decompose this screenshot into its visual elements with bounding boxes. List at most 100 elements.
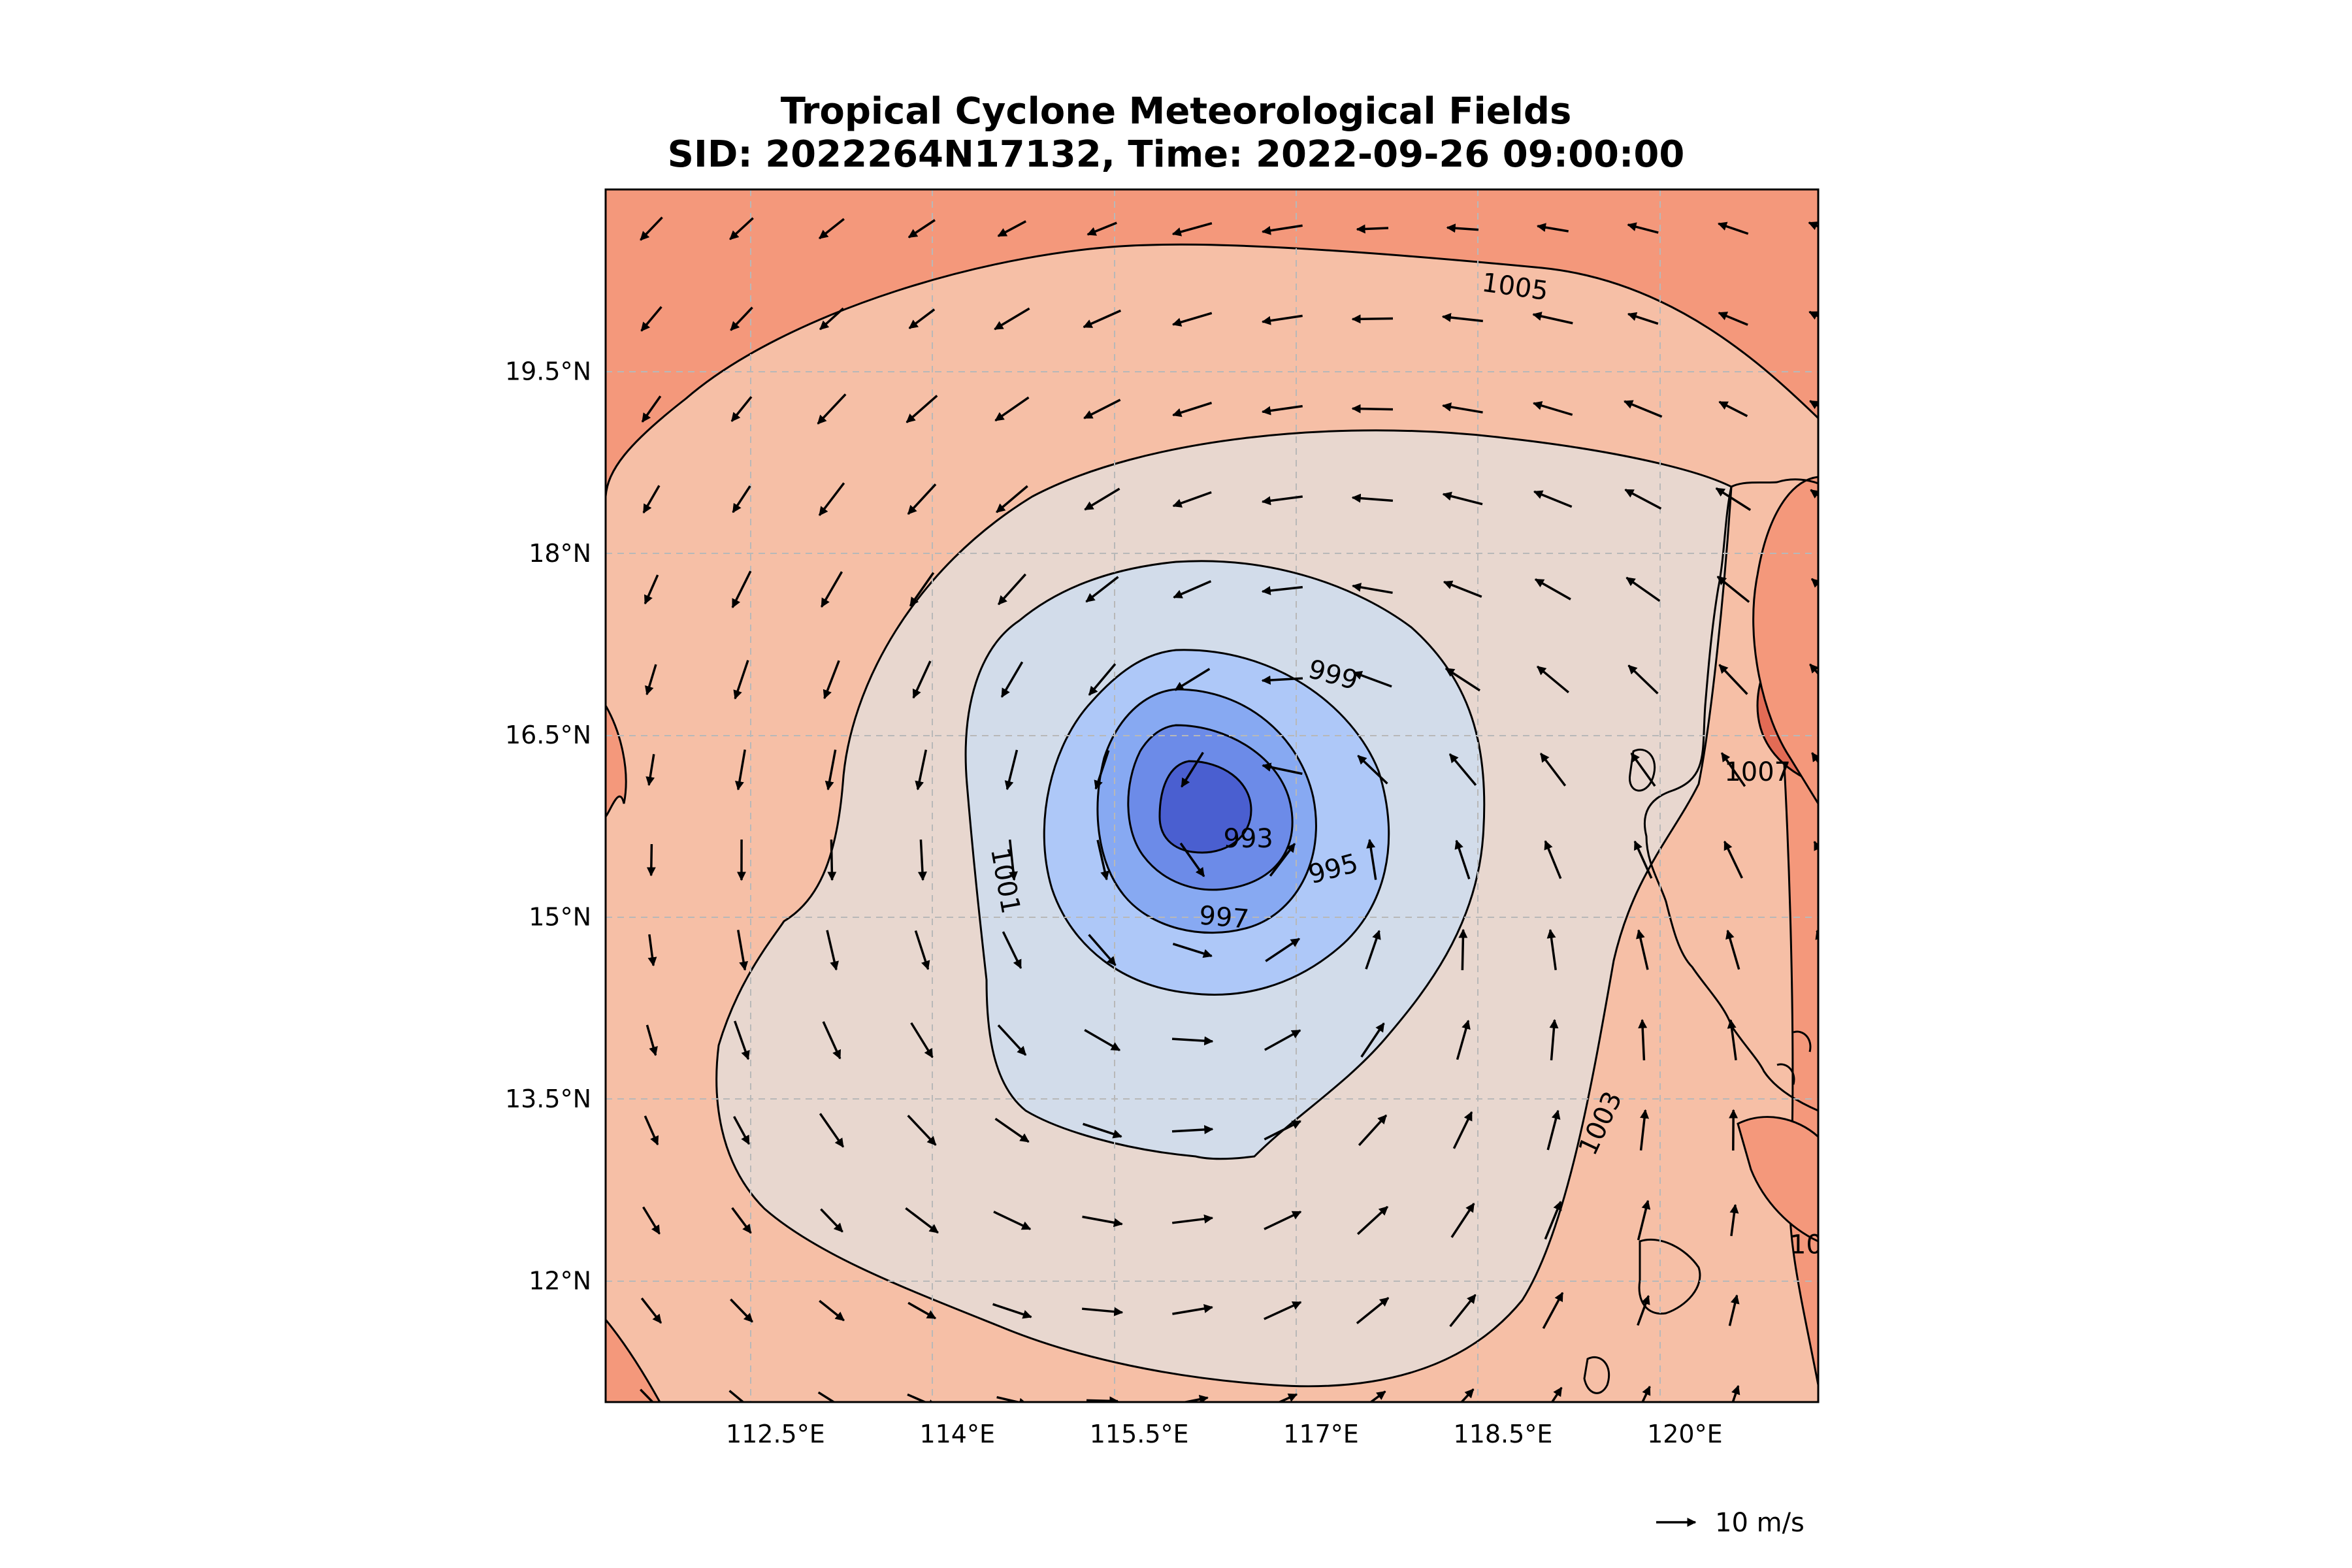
wind-arrow-icon <box>819 307 844 331</box>
wind-arrow-icon <box>644 574 659 605</box>
wind-arrow-icon <box>1172 491 1212 508</box>
wind-arrow-icon <box>819 1299 845 1322</box>
wind-arrow-icon <box>827 839 837 881</box>
wind-arrow-icon <box>728 1390 755 1402</box>
wind-arrow-icon <box>1636 929 1649 970</box>
wind-arrow-icon <box>1638 1019 1648 1061</box>
wind-arrow-icon <box>1180 1394 1209 1402</box>
wind-arrow-icon <box>1454 840 1471 879</box>
wind-arrow-icon <box>1808 310 1818 320</box>
wind-arrow-icon <box>1265 938 1300 962</box>
wind-arrow-icon <box>1008 839 1018 881</box>
wind-arrow-icon <box>733 660 749 700</box>
wind-arrow-icon <box>1718 400 1748 417</box>
x-tick-label: 118.5°E <box>1454 1420 1553 1448</box>
wind-arrow-icon <box>1811 752 1818 764</box>
wind-arrow-icon <box>1625 576 1661 602</box>
wind-arrow-icon <box>1821 1295 1826 1326</box>
wind-arrow-icon <box>1360 1022 1385 1058</box>
wind-arrow-icon <box>917 839 927 881</box>
wind-arrow-icon <box>731 1207 752 1234</box>
wind-arrow-icon <box>1352 582 1393 595</box>
wind-arrow-icon <box>1171 1124 1214 1134</box>
x-tick-label: 115.5°E <box>1090 1420 1189 1448</box>
wind-arrow-icon <box>1808 221 1818 231</box>
wind-arrow-icon <box>1727 1019 1737 1060</box>
contour-label: 1007 <box>1724 757 1791 787</box>
wind-arrow-icon <box>1445 667 1480 692</box>
wind-arrow-icon <box>1823 1205 1824 1236</box>
y-tick-label: 16.5°N <box>505 721 591 749</box>
wind-arrow-icon <box>912 661 932 699</box>
wind-arrow-icon <box>1085 576 1119 603</box>
wind-arrow-icon <box>640 1298 662 1324</box>
wind-arrow-icon <box>992 1303 1032 1319</box>
wind-arrow-icon <box>1456 1019 1471 1060</box>
wind-arrow-icon <box>1450 1202 1475 1238</box>
wind-arrow-icon <box>1356 224 1389 234</box>
wind-key: 10 m/s <box>1656 1508 1805 1538</box>
wind-arrow-icon <box>647 934 657 967</box>
wind-arrow-icon <box>1000 661 1024 698</box>
wind-arrow-icon <box>1723 840 1743 879</box>
wind-arrow-icon <box>1261 676 1303 685</box>
wind-arrow-icon <box>997 220 1027 237</box>
wind-arrow-icon <box>1179 842 1205 877</box>
wind-arrow-icon <box>1448 753 1477 786</box>
wind-arrow-icon <box>996 485 1028 514</box>
wind-arrow-icon <box>1261 314 1303 325</box>
wind-arrow-icon <box>1810 578 1818 588</box>
wind-arrow-icon <box>1452 1111 1473 1149</box>
wind-arrow-icon <box>1442 402 1483 414</box>
wind-arrow-icon <box>642 485 661 514</box>
contour-label: 993 <box>1224 824 1273 854</box>
wind-arrow-icon <box>820 571 843 608</box>
y-tick-label: 19.5°N <box>505 357 591 385</box>
wind-arrow-icon <box>1458 928 1468 971</box>
wind-arrow-icon <box>729 217 754 240</box>
wind-arrow-icon <box>1366 838 1377 880</box>
wind-arrow-icon <box>1446 223 1479 233</box>
wind-arrow-icon <box>1639 1109 1649 1151</box>
contour-label: 10 <box>1789 1230 1823 1260</box>
wind-arrow-icon <box>1624 488 1662 510</box>
wind-arrow-icon <box>1627 222 1659 234</box>
wind-arrow-icon <box>994 1117 1030 1143</box>
y-tick-label: 18°N <box>529 539 591 568</box>
wind-arrow-icon <box>1083 309 1122 329</box>
wind-arrow-icon <box>1728 1294 1740 1326</box>
wind-arrow-icon <box>997 1024 1027 1056</box>
wind-arrow-icon <box>823 660 840 700</box>
y-axis-ticks: 12°N 13.5°N 15°N 16.5°N 18°N 19.5°N <box>505 357 591 1295</box>
x-tick-label: 114°E <box>919 1420 995 1448</box>
wind-arrow-icon <box>907 1301 937 1320</box>
wind-arrow-icon <box>1351 493 1394 503</box>
wind-arrow-icon <box>906 395 938 423</box>
wind-arrow-icon <box>1264 1211 1302 1230</box>
wind-arrow-icon <box>825 749 837 791</box>
wind-arrow-icon <box>1262 762 1303 776</box>
wind-arrow-icon <box>730 1298 753 1323</box>
wind-arrow-icon <box>644 664 657 696</box>
wind-arrow-icon <box>646 843 656 877</box>
wind-arrow-icon <box>1550 1386 1563 1402</box>
wind-arrow-icon <box>1627 312 1659 325</box>
title-line-2: SID: 2022264N17132, Time: 2022-09-26 09:… <box>667 133 1685 176</box>
graticule <box>606 189 1818 1402</box>
wind-arrow-icon <box>1460 1388 1475 1402</box>
wind-arrow-icon <box>1627 664 1659 694</box>
wind-arrow-icon <box>1718 312 1748 326</box>
wind-arrow-icon <box>1720 752 1746 787</box>
wind-arrow-icon <box>1171 312 1213 327</box>
wind-arrow-icon <box>1441 313 1484 323</box>
wind-arrow-icon <box>1172 1214 1214 1224</box>
wind-arrow-icon <box>1637 1200 1651 1241</box>
wind-arrow-icon <box>1269 843 1296 877</box>
wind-arrow-icon <box>1532 401 1573 416</box>
wind-arrow-icon <box>1731 1384 1740 1402</box>
y-tick-label: 13.5°N <box>505 1085 591 1113</box>
wind-arrow-icon <box>909 572 935 607</box>
wind-arrow-icon <box>1442 491 1483 506</box>
wind-arrow-icon <box>907 1115 937 1146</box>
